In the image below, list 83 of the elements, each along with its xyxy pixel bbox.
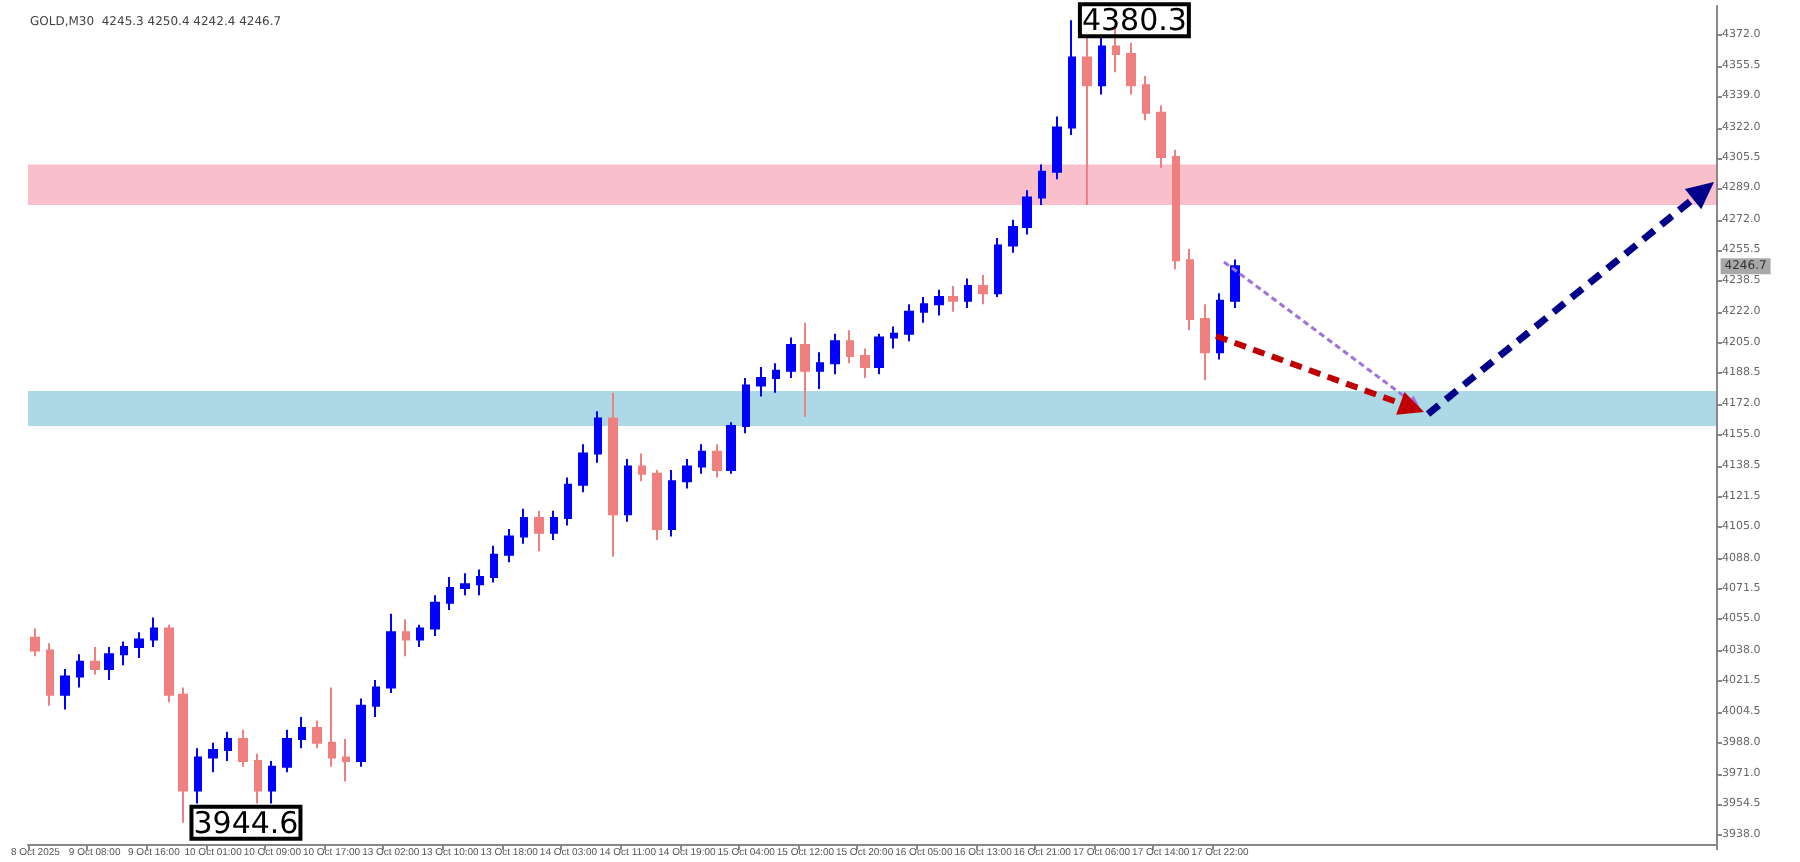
candlestick — [726, 421, 736, 475]
candlestick — [268, 760, 276, 805]
candlestick — [830, 332, 840, 376]
candlestick — [1172, 148, 1180, 271]
candlestick — [476, 568, 484, 597]
candlestick — [104, 645, 114, 682]
candlestick — [1200, 303, 1210, 381]
candlestick — [30, 627, 40, 658]
candlestick — [342, 738, 350, 783]
candlestick — [520, 507, 528, 545]
candlestick — [1098, 34, 1106, 96]
candlestick — [460, 572, 470, 597]
candlestick — [550, 509, 558, 542]
candlestick — [772, 362, 780, 394]
candlestick — [698, 443, 706, 475]
candlestick — [890, 325, 898, 350]
candlestick — [90, 645, 100, 676]
candlestick — [254, 752, 262, 805]
candlestick — [120, 640, 128, 667]
candlestick — [756, 365, 766, 398]
candlestick — [1112, 27, 1120, 74]
candlestick — [134, 631, 144, 659]
candlestick — [312, 719, 322, 750]
candlestick — [934, 288, 944, 317]
candlestick — [1068, 19, 1076, 136]
candlestick — [964, 277, 972, 310]
candlestick — [978, 273, 988, 306]
candlestick — [386, 612, 396, 694]
candlestick — [534, 509, 544, 553]
candlestick — [150, 616, 158, 648]
candlestick — [46, 642, 54, 707]
candlestick — [416, 623, 424, 648]
candlestick — [1008, 218, 1018, 254]
candlestick — [238, 728, 248, 768]
candlestick — [1022, 189, 1032, 236]
candlestick — [994, 237, 1002, 298]
candlestick — [76, 653, 84, 689]
candlestick — [60, 668, 70, 711]
candlestick — [594, 410, 602, 464]
candlestick — [504, 528, 514, 564]
annotation: 3944.6 — [193, 804, 299, 841]
candlestick — [608, 391, 618, 558]
candlestick — [742, 377, 750, 435]
candlestick — [208, 741, 218, 774]
candlestick — [1126, 41, 1136, 96]
candlestick — [224, 730, 232, 763]
candlestick — [402, 618, 410, 658]
candlestick — [860, 347, 870, 380]
candlestick — [1230, 258, 1240, 310]
candlestick — [282, 728, 292, 774]
candlestick — [178, 686, 188, 824]
candlestick — [298, 715, 306, 750]
candlestick — [372, 679, 380, 718]
candlestick — [948, 284, 958, 313]
candlestick — [874, 332, 884, 376]
candlestick — [652, 469, 662, 542]
candlestick — [164, 623, 174, 704]
candlestick — [1156, 104, 1166, 170]
candlestick — [786, 336, 796, 380]
candlestick — [1186, 248, 1194, 332]
candlestick — [668, 469, 676, 538]
candlestick — [712, 443, 722, 479]
candlestick — [682, 458, 692, 490]
candlestick — [846, 329, 854, 365]
candlestick — [194, 747, 202, 805]
candlestick — [816, 351, 824, 391]
candlestick — [356, 697, 366, 768]
candlestick — [920, 296, 928, 324]
candlestick — [638, 452, 646, 483]
candlestick — [328, 686, 336, 768]
annotation: 4380.3 — [1081, 2, 1187, 39]
candlestick — [564, 476, 572, 527]
candlestick — [490, 544, 498, 584]
candlestick — [430, 594, 440, 637]
candlestick — [904, 303, 914, 343]
candlestick — [1038, 163, 1046, 206]
candlestick — [1052, 115, 1062, 181]
candlestick — [1142, 74, 1150, 122]
candlestick — [446, 575, 454, 612]
candlestick — [1082, 34, 1092, 206]
candlestick — [578, 443, 588, 494]
candlestick — [800, 321, 810, 418]
candlestick — [624, 458, 632, 523]
